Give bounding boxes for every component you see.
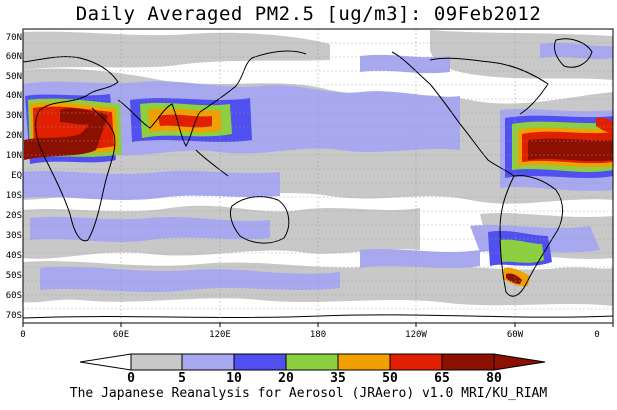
lat-label-eq: EQ [11, 171, 22, 181]
colorbar-swatch-7 [441, 353, 495, 371]
lat-label-10s: 10S [5, 191, 22, 201]
lat-label-20s: 20S [5, 211, 22, 221]
colorbar-swatch-4 [285, 353, 339, 371]
lon-label-0: 0 [20, 330, 26, 340]
lon-label-60e: 60E [112, 330, 130, 340]
colorbar-label-80: 80 [486, 371, 502, 386]
colorbar-label-5: 5 [178, 371, 186, 386]
coastlines [23, 38, 613, 319]
colorbar-label-20: 20 [278, 371, 294, 386]
lat-label-10n: 10N [5, 151, 22, 161]
concentration-fields [23, 30, 613, 319]
footer-credit: The Japanese Reanalysis for Aerosol (JRA… [69, 386, 548, 401]
axis-ticks [22, 323, 614, 327]
lat-label-60s: 60S [5, 291, 22, 301]
colorbar-label-10: 10 [226, 371, 242, 386]
lat-label-70s: 70S [5, 311, 22, 321]
map-title: Daily Averaged PM2.5 [ug/m3]: 09Feb2012 [75, 3, 542, 25]
lon-label-60w: 60W [506, 330, 524, 340]
lon-label-0-east: 0 [594, 330, 600, 340]
lat-label-40s: 40S [5, 251, 22, 261]
colorbar-swatch-6 [389, 353, 443, 371]
colorbar [79, 353, 546, 371]
lon-label-180: 180 [309, 330, 327, 340]
colorbar-swatch-1 [130, 353, 183, 371]
colorbar-swatch-8 [493, 353, 546, 371]
colorbar-label-0: 0 [127, 371, 135, 386]
field-80-plus [24, 108, 613, 284]
lat-label-70n: 70N [5, 33, 22, 43]
lat-label-30n: 30N [5, 111, 22, 121]
lon-label-120w: 120W [405, 330, 427, 340]
graticule [23, 29, 613, 323]
colorbar-swatch-0 [79, 353, 132, 371]
colorbar-swatch-5 [337, 353, 391, 371]
lat-label-40n: 40N [5, 91, 22, 101]
lat-label-50s: 50S [5, 271, 22, 281]
lat-label-30s: 30S [5, 231, 22, 241]
lat-label-60n: 60N [5, 52, 22, 62]
map-frame [22, 28, 614, 324]
colorbar-label-65: 65 [434, 371, 450, 386]
colorbar-swatch-2 [181, 353, 235, 371]
lon-label-120e: 120E [209, 330, 231, 340]
colorbar-label-35: 35 [330, 371, 346, 386]
colorbar-swatch-3 [233, 353, 287, 371]
colorbar-label-50: 50 [382, 371, 398, 386]
lat-label-50n: 50N [5, 72, 22, 82]
lat-label-20n: 20N [5, 131, 22, 141]
